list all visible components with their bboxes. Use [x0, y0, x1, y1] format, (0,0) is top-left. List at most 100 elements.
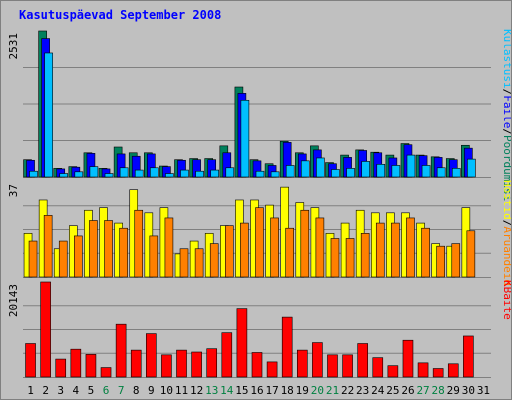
x-tick-label-day-15: 15 — [235, 384, 248, 397]
bar-klastusi-day-28 — [436, 167, 446, 178]
x-tick-label-day-7: 7 — [118, 384, 125, 397]
x-tick-label-day-27: 27 — [416, 384, 429, 397]
bar-klastusi-day-12 — [195, 170, 204, 178]
bar-kbaite-day-17 — [266, 361, 278, 378]
bar-kbaite-day-29 — [447, 363, 459, 378]
x-tick-label-day-28: 28 — [432, 384, 445, 397]
bar-kbaite-day-5 — [85, 354, 97, 378]
x-tick-label-day-1: 1 — [27, 384, 34, 397]
bar-klastusi-day-20 — [316, 157, 325, 178]
bar-kbaite-day-18 — [281, 316, 293, 378]
bar-aruandeid-day-10 — [164, 217, 174, 278]
bar-klastusi-day-23 — [361, 161, 370, 178]
bar-aruandeid-day-28 — [436, 245, 445, 278]
bar-aruandeid-day-21 — [330, 238, 340, 278]
bar-kbaite-day-12 — [191, 351, 202, 378]
bar-aruandeid-day-20 — [315, 217, 325, 278]
bar-klastusi-day-17 — [270, 171, 280, 178]
x-tick-label-day-13: 13 — [205, 384, 218, 397]
bar-aruandeid-day-16 — [255, 207, 264, 278]
bar-kbaite-day-27 — [417, 362, 429, 378]
bar-aruandeid-day-5 — [89, 220, 98, 278]
legend-item-prdumisi: Pöördumisi — [501, 135, 511, 201]
x-axis-labels: 1 2 3 4 5 6 7 8 9 10 11 12 13 14 15 16 17 18 19 20 21 22 23 24 2… — [27, 384, 490, 397]
bar-aruandeid-day-8 — [134, 209, 144, 278]
x-tick-label-day-29: 29 — [447, 384, 460, 397]
bar-aruandeid-day-7 — [119, 227, 128, 278]
bar-aruandeid-day-2 — [43, 215, 53, 278]
bar-aruandeid-day-1 — [28, 240, 38, 278]
x-tick-label-day-2: 2 — [42, 384, 49, 397]
bar-kbaite-day-11 — [176, 349, 187, 378]
x-tick-label-day-20: 20 — [311, 384, 324, 397]
bar-aruandeid-day-4 — [74, 235, 83, 278]
chart-title: Kasutuspäevad September 2008 — [19, 8, 221, 22]
x-tick-label-day-11: 11 — [175, 384, 188, 397]
y-axis-max-label: 2531 — [7, 33, 20, 60]
x-tick-label-day-4: 4 — [73, 384, 80, 397]
bar-klastusi-day-8 — [134, 169, 144, 178]
bar-klastusi-day-2 — [44, 52, 53, 178]
bar-klastusi-day-25 — [391, 165, 401, 178]
bar-klastusi-day-7 — [119, 167, 129, 178]
bar-klastusi-day-26 — [406, 154, 416, 178]
legend-separator: / — [501, 220, 511, 227]
bar-kbaite-day-24 — [372, 357, 384, 378]
bar-kbaite-day-20 — [312, 342, 323, 378]
x-tick-label-day-18: 18 — [281, 384, 294, 397]
bar-kbaite-day-30 — [463, 335, 474, 378]
panel-bottom: 20143 KBaite — [7, 280, 511, 378]
x-tick-label-day-14: 14 — [220, 384, 234, 397]
bar-kbaite-day-2 — [40, 281, 51, 378]
bar-aruandeid-day-11 — [179, 248, 189, 278]
bar-kbaite-day-21 — [327, 354, 338, 378]
bar-aruandeid-day-27 — [421, 227, 430, 278]
bar-klastusi-day-5 — [89, 166, 99, 178]
x-tick-label-day-9: 9 — [148, 384, 155, 397]
bar-kbaite-day-1 — [25, 343, 36, 378]
bar-aruandeid-day-15 — [240, 222, 249, 278]
x-tick-label-day-19: 19 — [296, 384, 309, 397]
bar-aruandeid-day-26 — [406, 217, 415, 278]
bar-klastusi-day-29 — [451, 168, 461, 178]
x-tick-label-day-8: 8 — [133, 384, 140, 397]
bar-aruandeid-day-17 — [270, 217, 279, 278]
bar-aruandeid-day-9 — [149, 235, 159, 278]
bar-aruandeid-day-12 — [194, 248, 204, 278]
bar-kbaite-day-22 — [342, 354, 353, 378]
bar-kbaite-day-26 — [402, 339, 414, 378]
x-tick-label-day-30: 30 — [462, 384, 475, 397]
legend-item-kbaite: KBaite — [501, 280, 511, 320]
bar-kbaite-day-3 — [55, 358, 67, 378]
bar-klastusi-day-3 — [59, 173, 69, 178]
legend-item-aruandeid: Aruandeid — [501, 226, 511, 286]
bar-aruandeid-day-13 — [209, 243, 219, 278]
bar-kbaite-day-9 — [146, 333, 157, 378]
x-tick-label-day-5: 5 — [88, 384, 95, 397]
bar-kbaite-day-7 — [115, 323, 127, 378]
bar-kbaite-day-6 — [100, 367, 112, 378]
bar-aruandeid-day-25 — [391, 222, 400, 278]
y-axis-max-label: 37 — [7, 184, 20, 197]
bar-klastusi-day-14 — [225, 167, 235, 178]
x-tick-label-day-24: 24 — [371, 384, 385, 397]
bar-aruandeid-day-24 — [375, 222, 385, 278]
bar-aruandeid-day-22 — [345, 238, 355, 278]
bar-aruandeid-day-14 — [225, 225, 234, 278]
x-tick-label-day-25: 25 — [386, 384, 399, 397]
x-tick-label-day-23: 23 — [356, 384, 369, 397]
bar-klastusi-day-16 — [255, 170, 265, 178]
bar-kbaite-day-4 — [70, 348, 82, 378]
bar-kbaite-day-10 — [161, 354, 172, 378]
legend-item-faile: Faile — [501, 95, 511, 128]
bar-klastusi-day-21 — [331, 169, 340, 178]
bar-kbaite-day-14 — [221, 332, 233, 378]
x-tick-label-day-12: 12 — [190, 384, 203, 397]
bar-klastusi-day-18 — [285, 165, 295, 178]
bar-klastusi-day-9 — [150, 167, 159, 178]
x-tick-label-day-10: 10 — [160, 384, 173, 397]
bar-klastusi-day-10 — [165, 173, 174, 178]
bar-klastusi-day-19 — [300, 160, 310, 178]
legend-separator: / — [501, 89, 511, 96]
